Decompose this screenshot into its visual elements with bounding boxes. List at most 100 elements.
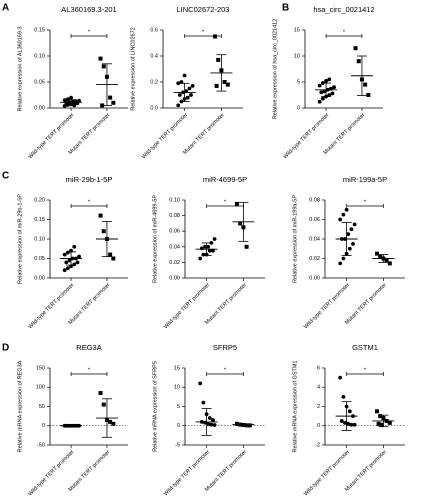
chart-title: AL360169.3-201 [61, 5, 116, 14]
significance-label: * [202, 29, 205, 35]
y-tick-label: 0.00 [34, 275, 45, 281]
data-point [363, 82, 368, 87]
data-point [222, 80, 227, 84]
y-tick-label: 0.06 [169, 229, 180, 235]
data-point [216, 57, 221, 62]
data-point [185, 95, 190, 100]
error-bar [66, 99, 77, 106]
y-tick-label: 50 [39, 404, 45, 410]
data-point [209, 422, 214, 427]
data-point [349, 227, 354, 232]
data-point [69, 95, 73, 100]
y-tick-label: 0.02 [309, 256, 320, 262]
y-tick-label: 0.20 [34, 197, 45, 203]
y-tick-label: 0.04 [169, 244, 180, 250]
data-point [344, 207, 349, 212]
y-tick-label: 150 [36, 365, 45, 371]
data-point [72, 244, 77, 249]
y-tick-label: -50 [37, 442, 45, 448]
data-point [206, 421, 211, 426]
data-point [225, 82, 230, 87]
data-point [375, 409, 379, 414]
y-tick-label: 10 [294, 53, 300, 59]
significance-label: * [364, 367, 367, 373]
data-point [244, 244, 249, 249]
y-axis-label: Relative expression of LINC02672 [130, 27, 136, 110]
panel-label: D [2, 343, 9, 354]
error-bar [216, 54, 227, 92]
y-tick-label: 0.05 [34, 256, 45, 262]
y-tick-label: 0.0 [150, 105, 158, 111]
data-point [111, 256, 116, 261]
data-point [214, 83, 219, 88]
data-point [64, 260, 69, 265]
data-point [111, 100, 116, 105]
error-bar [378, 414, 389, 428]
data-point [353, 46, 358, 51]
y-tick-label: 0.00 [34, 105, 45, 111]
error-bar [66, 251, 77, 266]
error-bar [238, 423, 249, 426]
data-point [347, 409, 352, 414]
data-point [384, 258, 389, 263]
data-point [77, 254, 81, 259]
data-point [108, 419, 113, 424]
data-point [387, 261, 392, 266]
data-point [327, 77, 332, 82]
data-point [339, 419, 344, 423]
x-tick-label: Mutant TERT promoter [323, 112, 367, 156]
data-point [352, 222, 357, 227]
y-tick-label: 0.15 [34, 217, 45, 223]
error-bar [179, 82, 190, 102]
data-point [343, 420, 347, 425]
y-axis-label: Relative mRNA expression of SFRP5 [152, 361, 158, 452]
significance-label: * [364, 199, 367, 205]
data-point [101, 64, 106, 69]
y-tick-label: -5 [175, 442, 180, 448]
data-point [347, 246, 352, 251]
significance-label: * [88, 367, 91, 373]
data-point [98, 391, 103, 396]
x-tick-label: Wild-type TERT promoter [141, 112, 189, 160]
data-point [101, 402, 106, 407]
data-point [378, 414, 383, 419]
data-point [65, 250, 70, 255]
data-point [319, 90, 324, 95]
y-axis-label: Relative mRNA expression of GSTM1 [292, 360, 298, 452]
x-tick-label: Mutant TERT promoter [182, 112, 226, 156]
panel-label: A [2, 3, 9, 14]
data-point [330, 91, 335, 96]
data-point [177, 93, 182, 97]
data-point [375, 251, 379, 256]
y-axis-label: Relative expression of miR-4699-5P [152, 195, 158, 283]
data-point [247, 423, 252, 428]
y-tick-label: 0.02 [169, 260, 180, 266]
error-bar [356, 55, 367, 96]
panel-label: B [282, 3, 289, 14]
y-tick-label: 5 [297, 79, 300, 85]
y-tick-label: 15 [294, 27, 300, 33]
error-bar [321, 82, 332, 97]
y-tick-label: 0.08 [309, 197, 320, 203]
chart-title: miR-199a-5P [343, 175, 387, 184]
x-tick-label: Wild-type TERT promoter [303, 282, 351, 330]
data-point [176, 81, 181, 86]
x-tick-label: Wild-type TERT promoter [303, 449, 351, 497]
data-point [238, 221, 243, 226]
data-point [327, 93, 332, 97]
x-tick-label: Wild-type TERT promoter [163, 282, 211, 330]
y-tick-label: 0 [177, 423, 180, 429]
y-tick-label: 0.2 [150, 79, 158, 85]
y-tick-label: 0.00 [169, 275, 180, 281]
data-point [387, 420, 392, 425]
data-point [198, 381, 203, 386]
error-bar [101, 63, 112, 106]
data-point [324, 79, 328, 83]
y-tick-label: 0 [317, 423, 320, 429]
data-point [72, 103, 77, 108]
chart-title: REG3A [76, 343, 101, 352]
data-point [338, 375, 343, 380]
significance-label: * [224, 367, 227, 373]
significance-label: * [343, 29, 346, 35]
